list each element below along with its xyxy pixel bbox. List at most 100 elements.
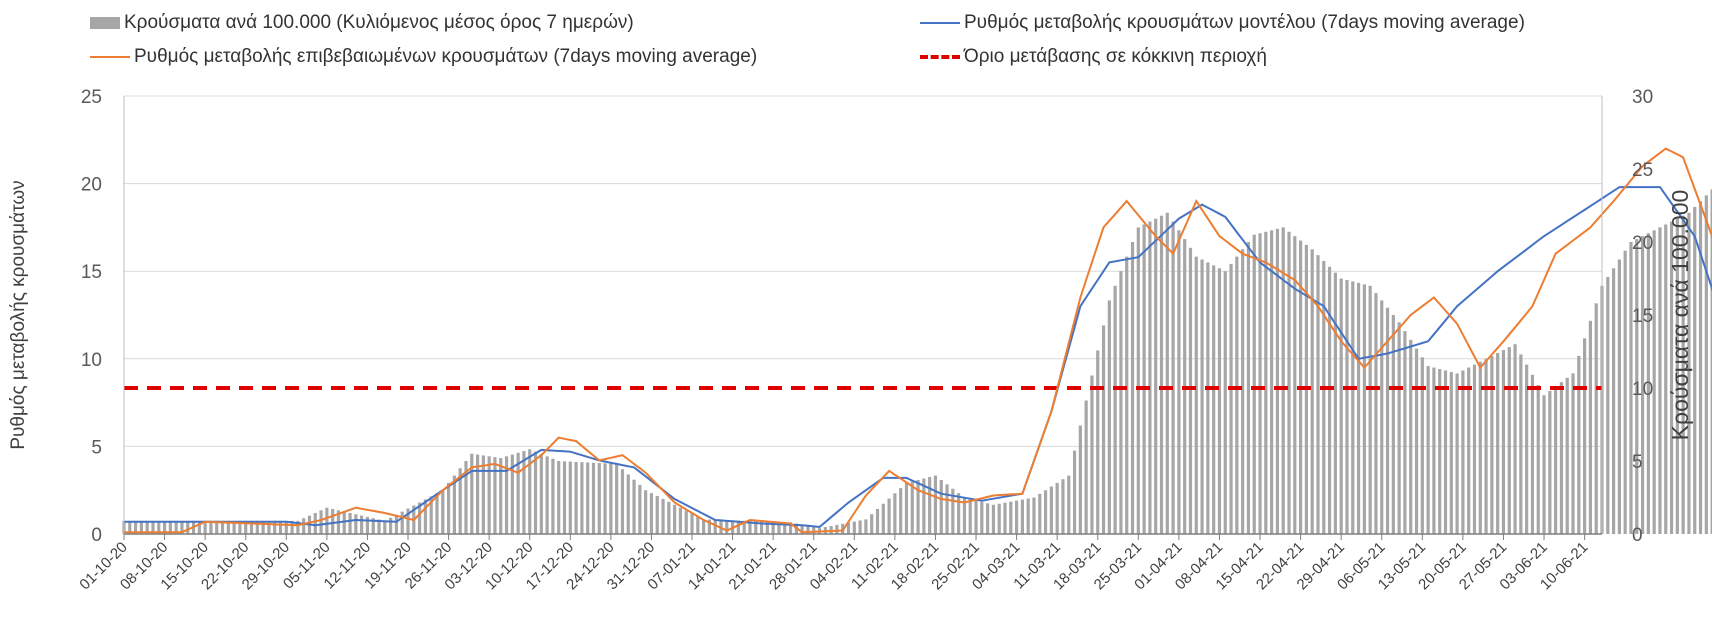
bar [1043, 490, 1048, 534]
bar [1252, 234, 1256, 534]
bar [1322, 260, 1326, 534]
bar [1380, 300, 1384, 534]
bar [539, 453, 543, 534]
bar [1217, 268, 1222, 534]
bar [1339, 278, 1343, 534]
bar [1154, 218, 1158, 534]
bar [435, 493, 439, 534]
bar [684, 510, 688, 534]
bar [1669, 221, 1674, 534]
bar [1072, 450, 1077, 534]
bar [690, 513, 694, 534]
bar [493, 457, 497, 534]
bar [1565, 377, 1569, 534]
bar [290, 520, 294, 534]
y-tick-label-right: 25 [1632, 160, 1653, 181]
confirmed-line [124, 147, 1712, 534]
bar [551, 458, 555, 534]
bar [754, 521, 758, 534]
bar [1640, 236, 1645, 534]
bar [777, 521, 781, 534]
bar [783, 522, 787, 534]
bar [1554, 386, 1558, 534]
bar [1391, 315, 1395, 534]
bar [644, 490, 648, 534]
bar [586, 462, 590, 534]
bar [325, 507, 329, 534]
bar [991, 504, 996, 534]
bar [261, 520, 265, 534]
bar [1681, 215, 1685, 534]
bar [835, 524, 839, 534]
bar [441, 490, 445, 534]
bar [1026, 498, 1030, 534]
bar [1038, 493, 1042, 534]
bar [1200, 259, 1204, 534]
y-tick-label-right: 20 [1632, 233, 1653, 254]
bar [168, 520, 172, 534]
bar [1113, 285, 1117, 534]
bar [1478, 361, 1482, 534]
bar [1270, 230, 1274, 534]
bar [713, 519, 717, 534]
bar [232, 520, 236, 534]
line-series [124, 147, 1712, 534]
bar [806, 525, 810, 534]
bar [568, 461, 572, 534]
y-axis-title-left: Ρυθμός μεταβολής κρουσμάτων [8, 180, 29, 449]
bar [1165, 212, 1169, 535]
bar [1061, 479, 1065, 534]
bar [180, 520, 184, 534]
bar [423, 499, 427, 534]
bar [145, 520, 149, 534]
bar [389, 517, 393, 534]
bar [1385, 307, 1390, 534]
bar [1345, 279, 1349, 534]
bar [1519, 354, 1523, 534]
bar [1032, 497, 1036, 534]
bar [893, 493, 897, 534]
bar [197, 520, 201, 534]
axes [123, 96, 1603, 540]
bar [487, 456, 491, 534]
bar [771, 521, 775, 534]
bar [846, 522, 851, 534]
legend-swatch-threshold [920, 55, 960, 59]
bar [980, 501, 984, 534]
bar [678, 507, 683, 534]
bar [557, 461, 561, 534]
bar [852, 521, 856, 534]
bar [1374, 293, 1378, 534]
y-tick-label-left: 25 [81, 87, 102, 108]
bar [186, 520, 190, 534]
bar [1484, 358, 1488, 534]
bar [475, 454, 480, 534]
bar [1316, 255, 1320, 534]
legend-label-threshold: Όριο μετάβασης σε κόκκινη περιοχή [964, 46, 1267, 67]
bar [452, 475, 456, 534]
bar [858, 520, 862, 534]
bar [899, 488, 903, 534]
bar [267, 520, 271, 534]
bar [881, 503, 885, 534]
bar [673, 504, 677, 534]
bar [603, 463, 607, 534]
bar [904, 482, 909, 534]
y-tick-label-left: 15 [81, 262, 102, 283]
bar [1438, 369, 1442, 534]
legend-label-confirmed: Ρυθμός μεταβολής επιβεβαιωμένων κρουσμάτ… [134, 46, 758, 67]
bar [748, 520, 752, 534]
y-tick-label-right: 30 [1632, 87, 1653, 108]
bar [910, 481, 914, 534]
bar [1594, 303, 1598, 534]
bar [209, 520, 213, 534]
bar [1687, 212, 1691, 535]
bar [1606, 277, 1610, 534]
bar [702, 519, 706, 534]
bar [1067, 475, 1071, 534]
bar [1194, 256, 1198, 534]
bar [997, 503, 1001, 534]
bar [1571, 373, 1575, 534]
bar [974, 500, 978, 534]
